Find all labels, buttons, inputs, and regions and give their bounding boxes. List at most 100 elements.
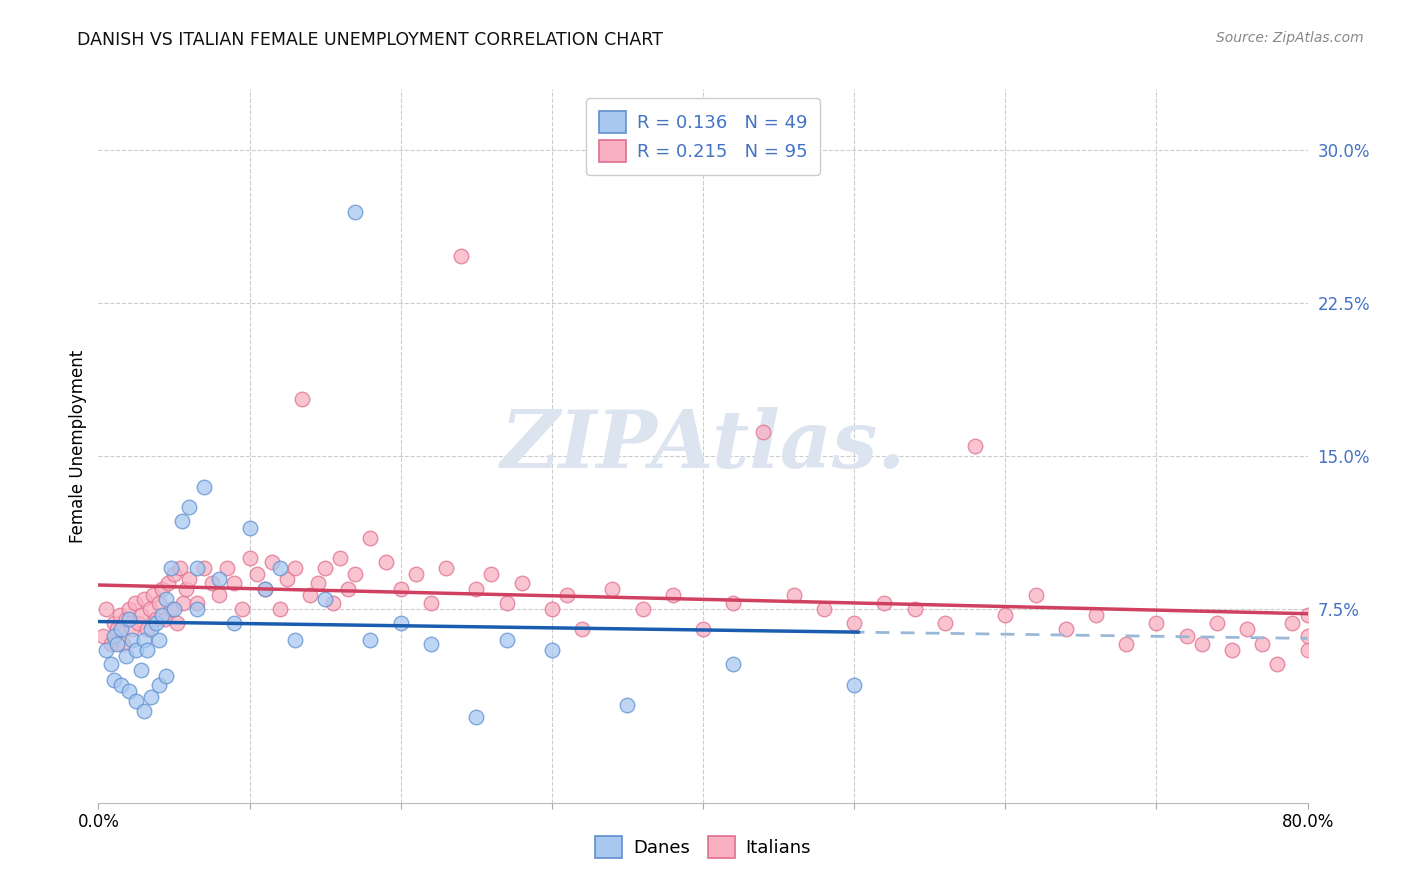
Point [405, 567, 427, 582]
Point [336, 582, 359, 596]
Point [111, 637, 134, 651]
Point [1296, 629, 1319, 643]
Point [1206, 616, 1229, 631]
Point [105, 637, 128, 651]
Point [783, 588, 806, 602]
Point [389, 582, 412, 596]
Point [215, 561, 238, 575]
Point [602, 582, 624, 596]
Point [420, 637, 443, 651]
Point [114, 612, 136, 626]
Point [118, 683, 141, 698]
Point [284, 561, 307, 575]
Text: ZIPAtlas.: ZIPAtlas. [501, 408, 905, 484]
Point [163, 567, 186, 582]
Point [114, 648, 136, 663]
Point [1115, 637, 1137, 651]
Point [193, 480, 215, 494]
Point [723, 596, 745, 610]
Point [186, 596, 208, 610]
Point [108, 608, 131, 623]
Point [420, 596, 443, 610]
Point [481, 567, 503, 582]
Point [100, 657, 122, 672]
Point [150, 582, 173, 596]
Point [723, 657, 745, 672]
Point [495, 596, 517, 610]
Point [224, 575, 246, 590]
Point [100, 637, 122, 651]
Point [141, 690, 163, 704]
Point [150, 608, 173, 623]
Point [434, 561, 457, 575]
Point [344, 204, 367, 219]
Point [155, 591, 177, 606]
Point [155, 669, 177, 683]
Point [186, 602, 208, 616]
Point [139, 602, 162, 616]
Point [1175, 629, 1198, 643]
Point [94, 643, 117, 657]
Point [299, 588, 322, 602]
Point [246, 567, 269, 582]
Point [201, 575, 224, 590]
Point [208, 572, 231, 586]
Point [118, 602, 141, 616]
Point [291, 392, 314, 406]
Point [314, 561, 336, 575]
Point [121, 623, 143, 637]
Point [1144, 616, 1167, 631]
Point [148, 596, 170, 610]
Point [160, 602, 183, 616]
Point [1281, 616, 1303, 631]
Point [125, 643, 148, 657]
Point [1085, 608, 1108, 623]
Point [262, 555, 284, 569]
Point [135, 643, 157, 657]
Point [91, 629, 114, 643]
Point [186, 561, 208, 575]
Point [110, 623, 132, 637]
Point [103, 629, 125, 643]
Point [540, 602, 562, 616]
Point [616, 698, 638, 712]
Point [495, 632, 517, 647]
Point [844, 677, 866, 691]
Point [540, 643, 562, 657]
Point [555, 588, 578, 602]
Legend: Danes, Italians: Danes, Italians [588, 829, 818, 865]
Point [105, 623, 128, 637]
Point [934, 616, 956, 631]
Point [132, 704, 155, 718]
Point [873, 596, 896, 610]
Point [284, 632, 307, 647]
Point [129, 608, 152, 623]
Point [253, 582, 276, 596]
Point [148, 677, 170, 691]
Point [389, 616, 412, 631]
Point [127, 616, 149, 631]
Point [307, 575, 329, 590]
Point [322, 596, 344, 610]
Point [132, 632, 155, 647]
Point [193, 561, 215, 575]
Point [1251, 637, 1274, 651]
Point [344, 567, 367, 582]
Point [276, 572, 298, 586]
Point [631, 602, 654, 616]
Point [163, 602, 186, 616]
Point [142, 588, 165, 602]
Point [360, 632, 382, 647]
Point [153, 612, 176, 626]
Point [239, 551, 262, 566]
Point [148, 632, 170, 647]
Point [118, 612, 141, 626]
Point [231, 602, 253, 616]
Point [314, 591, 336, 606]
Point [1296, 643, 1319, 657]
Point [125, 694, 148, 708]
Point [813, 602, 835, 616]
Point [169, 561, 191, 575]
Point [661, 588, 683, 602]
Point [465, 710, 488, 724]
